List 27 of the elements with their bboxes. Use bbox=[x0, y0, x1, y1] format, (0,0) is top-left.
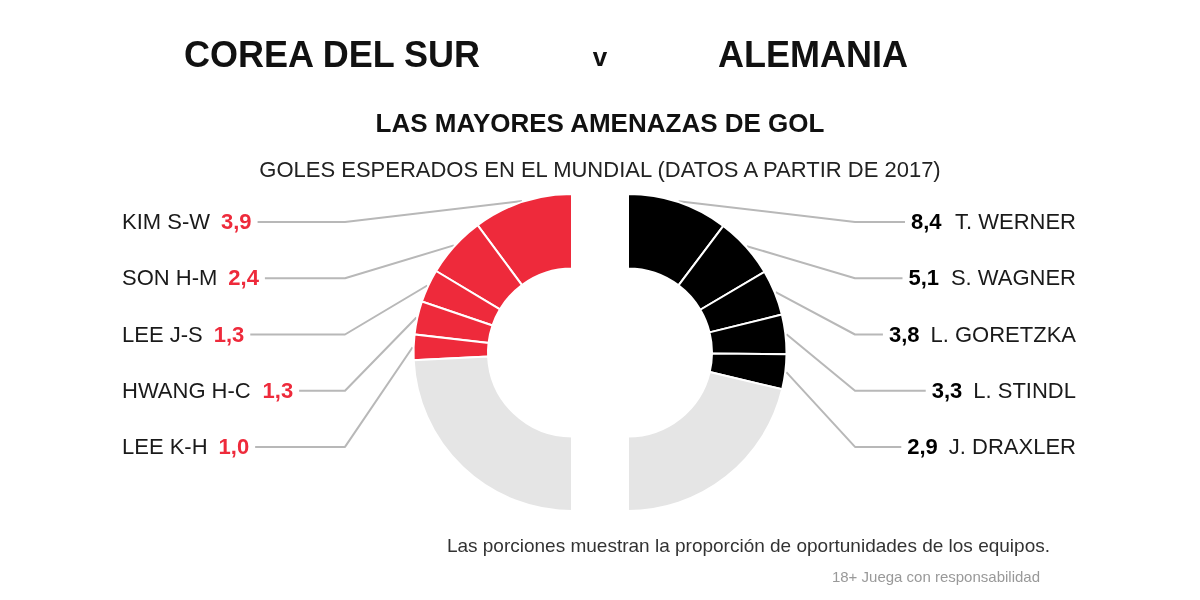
data-label: 1,3 bbox=[213, 321, 245, 347]
data-label: 2,4 bbox=[228, 265, 260, 291]
slice-label: J. DRAXLER bbox=[948, 433, 1076, 459]
data-label: 1,0 bbox=[218, 433, 250, 459]
data-label: 8,4 bbox=[910, 209, 943, 235]
text: GOLES ESPERADOS EN EL MUNDIAL (DATOS A PARTIR DE 2017) bbox=[259, 157, 941, 182]
data-label: 3,8 bbox=[888, 321, 920, 347]
data-label: 5,1 bbox=[908, 265, 940, 291]
chart-subtitle: LAS MAYORES AMENAZAS DE GOL bbox=[375, 108, 825, 138]
slice-label: LEE K-H bbox=[122, 433, 208, 459]
data-label: 2,9 bbox=[907, 433, 938, 459]
slice-label: S. WAGNER bbox=[950, 265, 1076, 291]
slice-label: LEE J-S bbox=[122, 321, 203, 347]
text: v bbox=[592, 42, 608, 72]
chart-title: ALEMANIA bbox=[718, 34, 908, 75]
text: Las porciones muestran la proporción de oportunidades de los equipos. bbox=[446, 535, 1050, 556]
data-label: 3,9 bbox=[221, 209, 252, 235]
slice-label: KIM S-W bbox=[122, 209, 211, 235]
data-label: 3,3 bbox=[931, 377, 963, 403]
slice-label: HWANG H-C bbox=[122, 377, 251, 403]
slice-label: T. WERNER bbox=[955, 209, 1076, 235]
slice-label: L. GORETZKA bbox=[930, 321, 1077, 347]
chart-title: COREA DEL SUR bbox=[183, 34, 480, 75]
slice-label: L. STINDL bbox=[973, 377, 1076, 403]
data-label: 1,3 bbox=[262, 377, 294, 403]
text: 18+ Juega con responsabilidad bbox=[831, 568, 1040, 585]
slice-label: SON H-M bbox=[122, 265, 218, 291]
